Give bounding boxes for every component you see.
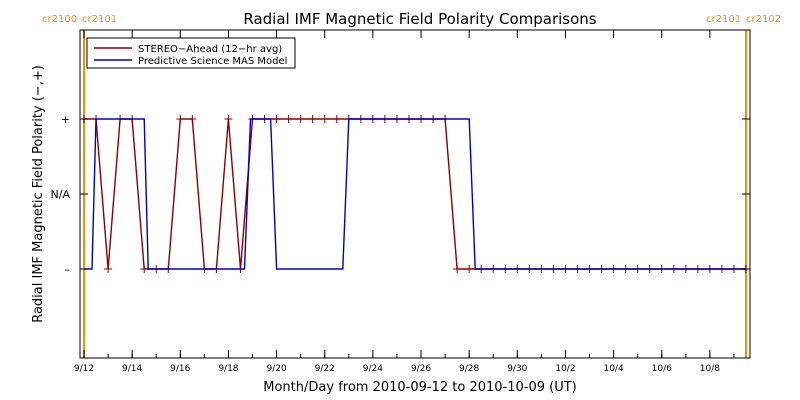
x-axis-ticks: 9/12 9/14 9/16 9/18 9/20 9/22 9/24 9/26 9/28 9/30… [74, 30, 735, 374]
x-tick-label-8: 9/28 [459, 364, 479, 374]
y-axis-label: Radial IMF Magnetic Field Polarity (−,+) [31, 65, 46, 323]
stereo-point-5 [140, 265, 149, 273]
stereo-point-12 [224, 115, 233, 123]
x-tick-label-11: 10/4 [603, 364, 623, 374]
x-tick-label-3: 9/18 [218, 364, 238, 374]
x-tick-label-0: 9/12 [74, 364, 94, 374]
stereo-point-2 [104, 265, 113, 273]
legend-label-stereo: STEREO−Ahead (12−hr avg) [138, 44, 282, 55]
x-tick-label-13: 10/8 [700, 364, 720, 374]
stereo-point-9 [188, 115, 197, 123]
x-tick-label-1: 9/14 [122, 364, 142, 374]
stereo-point-19 [308, 115, 317, 123]
series-line-mas [84, 118, 746, 270]
stereo-point-17 [284, 115, 293, 123]
y-axis-ticks: + N/A – [51, 113, 750, 276]
chart-title: Radial IMF Magnetic Field Polarity Compa… [243, 10, 596, 28]
legend-label-mas: Predictive Science MAS Model [138, 56, 287, 67]
carrington-label-right-1: cr2101 [706, 14, 741, 25]
carrington-label-left-1: cr2100 [42, 14, 77, 25]
y-tick-label-1: N/A [51, 188, 71, 201]
x-tick-label-6: 9/24 [363, 364, 383, 374]
plot-frame [79, 29, 751, 359]
plot-area [80, 30, 750, 358]
stereo-point-21 [332, 115, 341, 123]
legend-box [86, 37, 296, 69]
x-tick-label-7: 9/26 [411, 364, 431, 374]
x-tick-label-10: 10/2 [555, 364, 575, 374]
x-tick-label-5: 9/22 [315, 364, 335, 374]
stereo-point-31 [453, 265, 462, 273]
carrington-label-left-2: cr2101 [82, 14, 117, 25]
x-tick-label-9: 9/30 [507, 364, 527, 374]
x-axis-label: Month/Day from 2010-09-12 to 2010-10-09 … [263, 380, 576, 395]
stereo-point-8 [176, 115, 185, 123]
series-line-stereo [84, 118, 746, 270]
stereo-point-32 [465, 265, 474, 273]
stereo-point-20 [320, 115, 329, 123]
x-tick-label-4: 9/20 [266, 364, 286, 374]
stereo-point-16 [272, 115, 281, 123]
x-tick-label-12: 10/6 [652, 364, 672, 374]
carrington-label-right-2: cr2102 [746, 14, 781, 25]
y-tick-label-2: – [65, 263, 71, 276]
legend: STEREO−Ahead (12−hr avg) Predictive Scie… [86, 37, 296, 69]
stereo-point-18 [296, 115, 305, 123]
y-tick-label-0: + [61, 113, 70, 126]
x-tick-label-2: 9/16 [170, 364, 190, 374]
